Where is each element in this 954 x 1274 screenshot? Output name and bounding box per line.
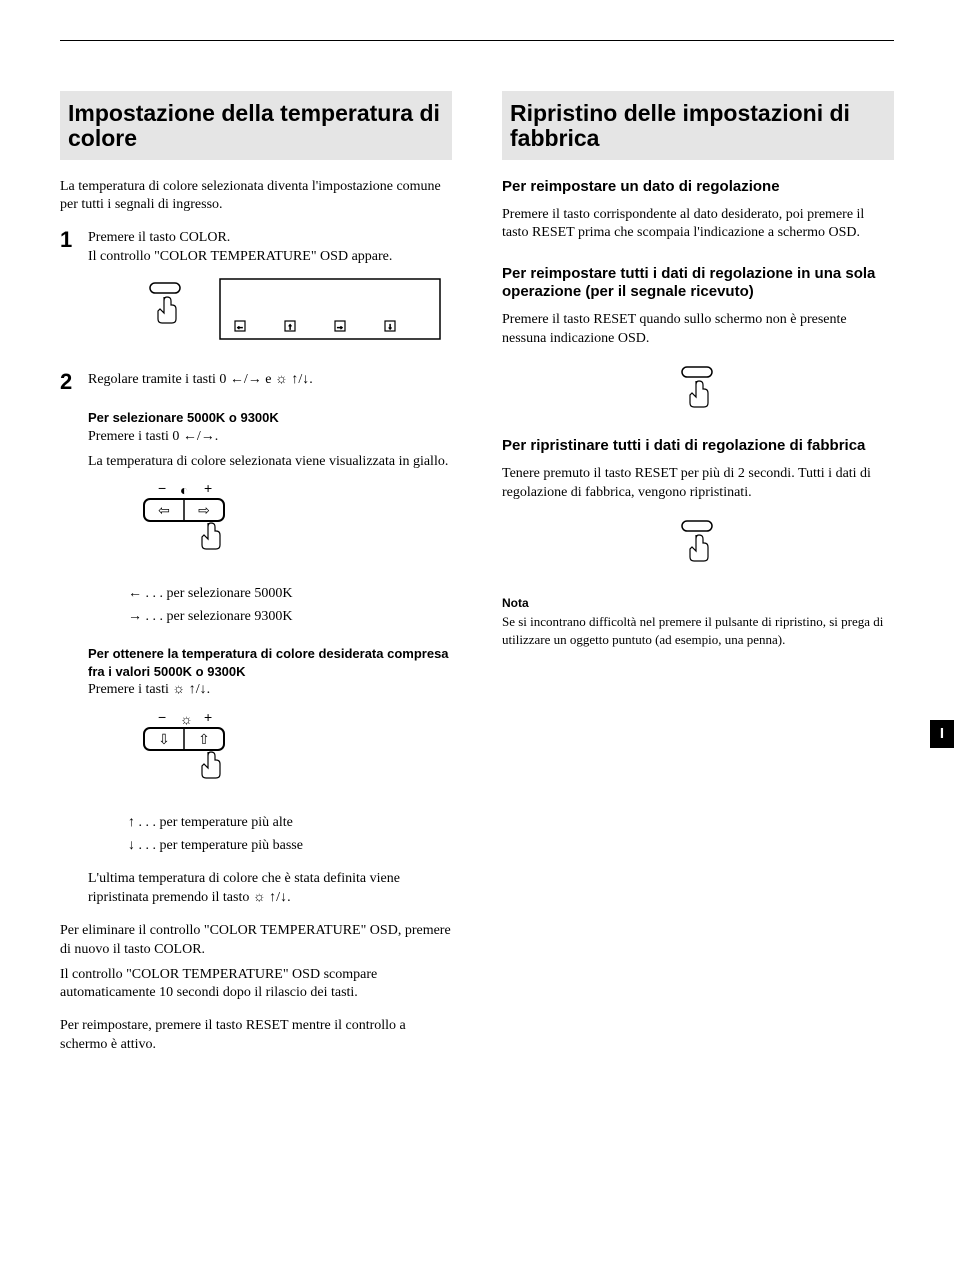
figure-lr-rocker: − ◐ + ⇦ ⇨ xyxy=(60,481,452,571)
arrow-down-cooler: ↓ . . . per temperature più basse xyxy=(128,837,452,856)
select-line-2: La temperatura di colore selezionata vie… xyxy=(88,453,452,472)
arrow-left-label: ← . . . per selezionare 5000K xyxy=(128,585,292,604)
left-out-3: Per reimpostare, premere il tasto RESET … xyxy=(60,1017,452,1055)
left-intro: La temperatura di colore selezionata div… xyxy=(60,178,452,216)
obtain-line-1: Premere i tasti ☼ ↑/↓. xyxy=(88,681,452,700)
obtain-head: Per ottenere la temperatura di colore de… xyxy=(88,645,452,680)
select-line-1: Premere i tasti 0 ←/→. xyxy=(88,428,452,447)
language-tab: I xyxy=(930,720,954,748)
right-title-band: Ripristino delle impostazioni di fabbric… xyxy=(502,91,894,160)
left-column: Impostazione della temperatura di colore… xyxy=(60,91,452,1061)
svg-text:⇨: ⇨ xyxy=(198,504,210,519)
right-s1-body: Premere il tasto corrispondente al dato … xyxy=(502,206,894,244)
right-title: Ripristino delle impostazioni di fabbric… xyxy=(510,101,886,152)
svg-text:⇦: ⇦ xyxy=(158,504,170,519)
svg-text:⇩: ⇩ xyxy=(158,733,170,748)
obtain-line-2: L'ultima temperatura di colore che è sta… xyxy=(88,870,452,908)
figure-color-osd: ← ↑ → ↓ xyxy=(60,277,452,357)
left-out-1: Per eliminare il controllo "COLOR TEMPER… xyxy=(60,922,452,960)
step-2-line: Regolare tramite i tasti 0 ←/→ e ☼ ↑/↓. xyxy=(88,372,313,387)
svg-text:←: ← xyxy=(236,322,244,331)
select-head: Per selezionare 5000K o 9300K xyxy=(88,409,452,427)
arrow-up-hotter: ↑ . . . per temperature più alte xyxy=(128,814,452,833)
step-2: 2 Regolare tramite i tasti 0 ←/→ e ☼ ↑/↓… xyxy=(60,371,452,393)
svg-text:⇧: ⇧ xyxy=(198,733,210,748)
select-5000-9300: Per selezionare 5000K o 9300K Premere i … xyxy=(88,409,452,471)
obtain-temp: Per ottenere la temperatura di colore de… xyxy=(88,645,452,700)
arrow-down-label: ↓ . . . per temperature più basse xyxy=(128,837,303,856)
step-1: 1 Premere il tasto COLOR. Il controllo "… xyxy=(60,229,452,267)
arrow-right-9300: → . . . per selezionare 9300K xyxy=(128,608,452,627)
right-s2-head: Per reimpostare tutti i dati di regolazi… xyxy=(502,265,894,301)
step-2-number: 2 xyxy=(60,371,78,393)
content-columns: Impostazione della temperatura di colore… xyxy=(60,91,894,1061)
right-column: Ripristino delle impostazioni di fabbric… xyxy=(502,91,894,1061)
obtain-arrows: ↑ . . . per temperature più alte ↓ . . .… xyxy=(88,814,452,856)
arrow-left-5000: ← . . . per selezionare 5000K xyxy=(128,585,452,604)
step-1-line-1: Premere il tasto COLOR. xyxy=(88,230,230,245)
left-title-band: Impostazione della temperatura di colore xyxy=(60,91,452,160)
right-s1-head: Per reimpostare un dato di regolazione xyxy=(502,178,894,196)
arrow-right-label: → . . . per selezionare 9300K xyxy=(128,608,292,627)
right-s3-body: Tenere premuto il tasto RESET per più di… xyxy=(502,465,894,503)
note-text: Se si incontrano difficoltà nel premere … xyxy=(502,613,894,648)
note-label: Nota xyxy=(502,595,894,611)
svg-text:◐: ◐ xyxy=(180,482,188,498)
svg-text:−: − xyxy=(158,481,166,496)
svg-text:−: − xyxy=(158,710,166,725)
figure-reset-2 xyxy=(502,517,894,577)
left-out-2: Il controllo "COLOR TEMPERATURE" OSD sco… xyxy=(60,966,452,1004)
figure-reset-1 xyxy=(502,363,894,423)
svg-text:↓: ↓ xyxy=(388,322,392,331)
figure-ud-rocker: − ☼ + ⇩ ⇧ xyxy=(60,710,452,800)
svg-text:☼: ☼ xyxy=(180,711,193,727)
svg-text:→: → xyxy=(336,322,344,331)
arrow-up-label: ↑ . . . per temperature più alte xyxy=(128,814,293,833)
top-rule xyxy=(60,40,894,41)
svg-text:+: + xyxy=(204,710,212,725)
step-1-number: 1 xyxy=(60,229,78,251)
step-1-line-2: Il controllo "COLOR TEMPERATURE" OSD app… xyxy=(88,249,392,264)
select-arrows: ← . . . per selezionare 5000K → . . . pe… xyxy=(88,585,452,627)
left-title: Impostazione della temperatura di colore xyxy=(68,101,444,152)
svg-text:↑: ↑ xyxy=(288,322,292,331)
svg-text:+: + xyxy=(204,481,212,496)
right-s3-head: Per ripristinare tutti i dati di regolaz… xyxy=(502,437,894,455)
right-s2-body: Premere il tasto RESET quando sullo sche… xyxy=(502,311,894,349)
